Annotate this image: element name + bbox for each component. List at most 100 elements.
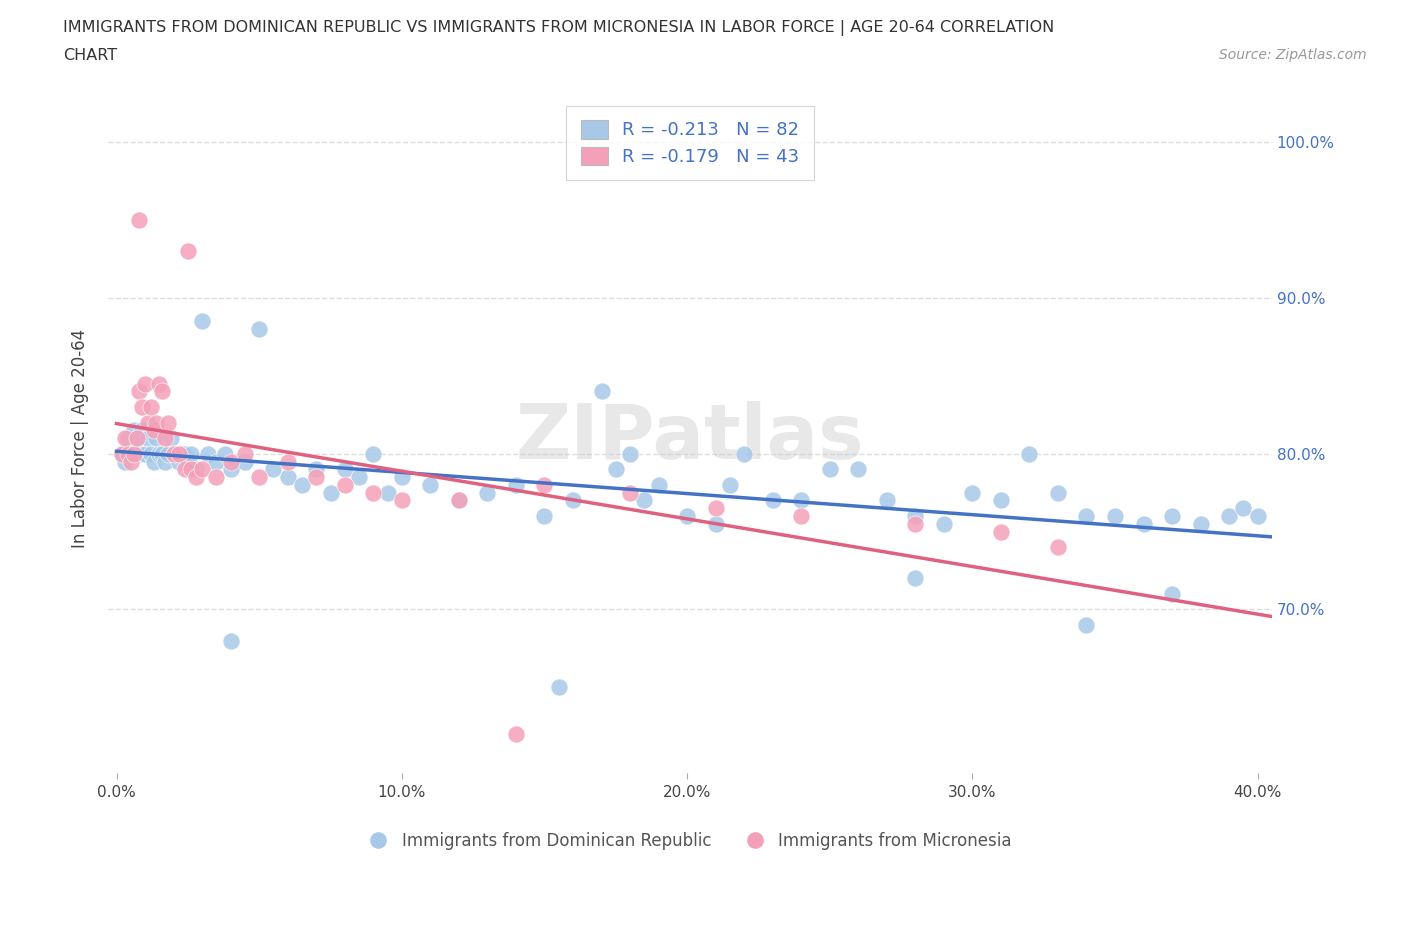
Point: [818, 462, 841, 477]
Point: [1104, 509, 1126, 524]
Point: [136, 415, 159, 430]
Point: [134, 446, 156, 461]
Point: [533, 509, 555, 524]
Point: [122, 423, 145, 438]
Point: [131, 423, 153, 438]
Point: [191, 462, 214, 477]
Point: [846, 462, 869, 477]
Point: [633, 493, 655, 508]
Point: [733, 446, 755, 461]
Point: [533, 477, 555, 492]
Point: [904, 571, 927, 586]
Point: [319, 485, 342, 500]
Point: [142, 454, 165, 469]
Point: [148, 377, 170, 392]
Point: [262, 462, 284, 477]
Point: [591, 384, 613, 399]
Point: [139, 446, 162, 461]
Point: [162, 446, 184, 461]
Point: [114, 431, 136, 445]
Point: [114, 454, 136, 469]
Point: [932, 516, 955, 531]
Point: [233, 446, 256, 461]
Point: [111, 446, 134, 461]
Point: [619, 446, 641, 461]
Legend: Immigrants from Dominican Republic, Immigrants from Micronesia: Immigrants from Dominican Republic, Immi…: [361, 825, 1018, 857]
Point: [150, 446, 173, 461]
Point: [277, 470, 299, 485]
Point: [191, 314, 214, 329]
Point: [247, 322, 270, 337]
Point: [172, 446, 194, 461]
Point: [197, 446, 219, 461]
Point: [1046, 539, 1069, 554]
Point: [1189, 516, 1212, 531]
Point: [790, 493, 813, 508]
Point: [447, 493, 470, 508]
Point: [117, 431, 139, 445]
Point: [1046, 485, 1069, 500]
Y-axis label: In Labor Force | Age 20-64: In Labor Force | Age 20-64: [72, 328, 89, 548]
Point: [186, 470, 208, 485]
Point: [1076, 618, 1098, 632]
Point: [156, 446, 179, 461]
Point: [377, 485, 399, 500]
Point: [1218, 509, 1240, 524]
Point: [128, 213, 150, 228]
Point: [120, 446, 142, 461]
Point: [162, 446, 184, 461]
Point: [605, 462, 627, 477]
Point: [1076, 509, 1098, 524]
Point: [391, 470, 413, 485]
Point: [219, 633, 242, 648]
Point: [762, 493, 785, 508]
Point: [277, 454, 299, 469]
Point: [904, 509, 927, 524]
Point: [505, 477, 527, 492]
Point: [1161, 509, 1184, 524]
Point: [233, 454, 256, 469]
Point: [122, 446, 145, 461]
Point: [174, 446, 197, 461]
Point: [391, 493, 413, 508]
Text: ZIPatlas: ZIPatlas: [516, 401, 865, 475]
Point: [619, 485, 641, 500]
Point: [219, 462, 242, 477]
Point: [111, 446, 134, 461]
Point: [169, 446, 191, 461]
Point: [419, 477, 441, 492]
Point: [219, 454, 242, 469]
Point: [153, 454, 176, 469]
Point: [562, 493, 585, 508]
Point: [1132, 516, 1154, 531]
Point: [904, 516, 927, 531]
Point: [117, 446, 139, 461]
Point: [333, 477, 356, 492]
Point: [186, 462, 208, 477]
Point: [1018, 446, 1040, 461]
Point: [1161, 587, 1184, 602]
Point: [120, 454, 142, 469]
Point: [205, 454, 228, 469]
Point: [990, 525, 1012, 539]
Point: [477, 485, 499, 500]
Point: [704, 516, 727, 531]
Point: [647, 477, 669, 492]
Point: [169, 454, 191, 469]
Point: [128, 384, 150, 399]
Point: [156, 415, 179, 430]
Point: [148, 446, 170, 461]
Point: [333, 462, 356, 477]
Point: [361, 446, 384, 461]
Point: [177, 454, 200, 469]
Point: [214, 446, 236, 461]
Text: CHART: CHART: [63, 48, 117, 63]
Point: [134, 377, 156, 392]
Point: [547, 680, 569, 695]
Point: [704, 501, 727, 516]
Point: [150, 384, 173, 399]
Point: [142, 423, 165, 438]
Point: [676, 509, 699, 524]
Point: [125, 431, 148, 445]
Point: [125, 431, 148, 445]
